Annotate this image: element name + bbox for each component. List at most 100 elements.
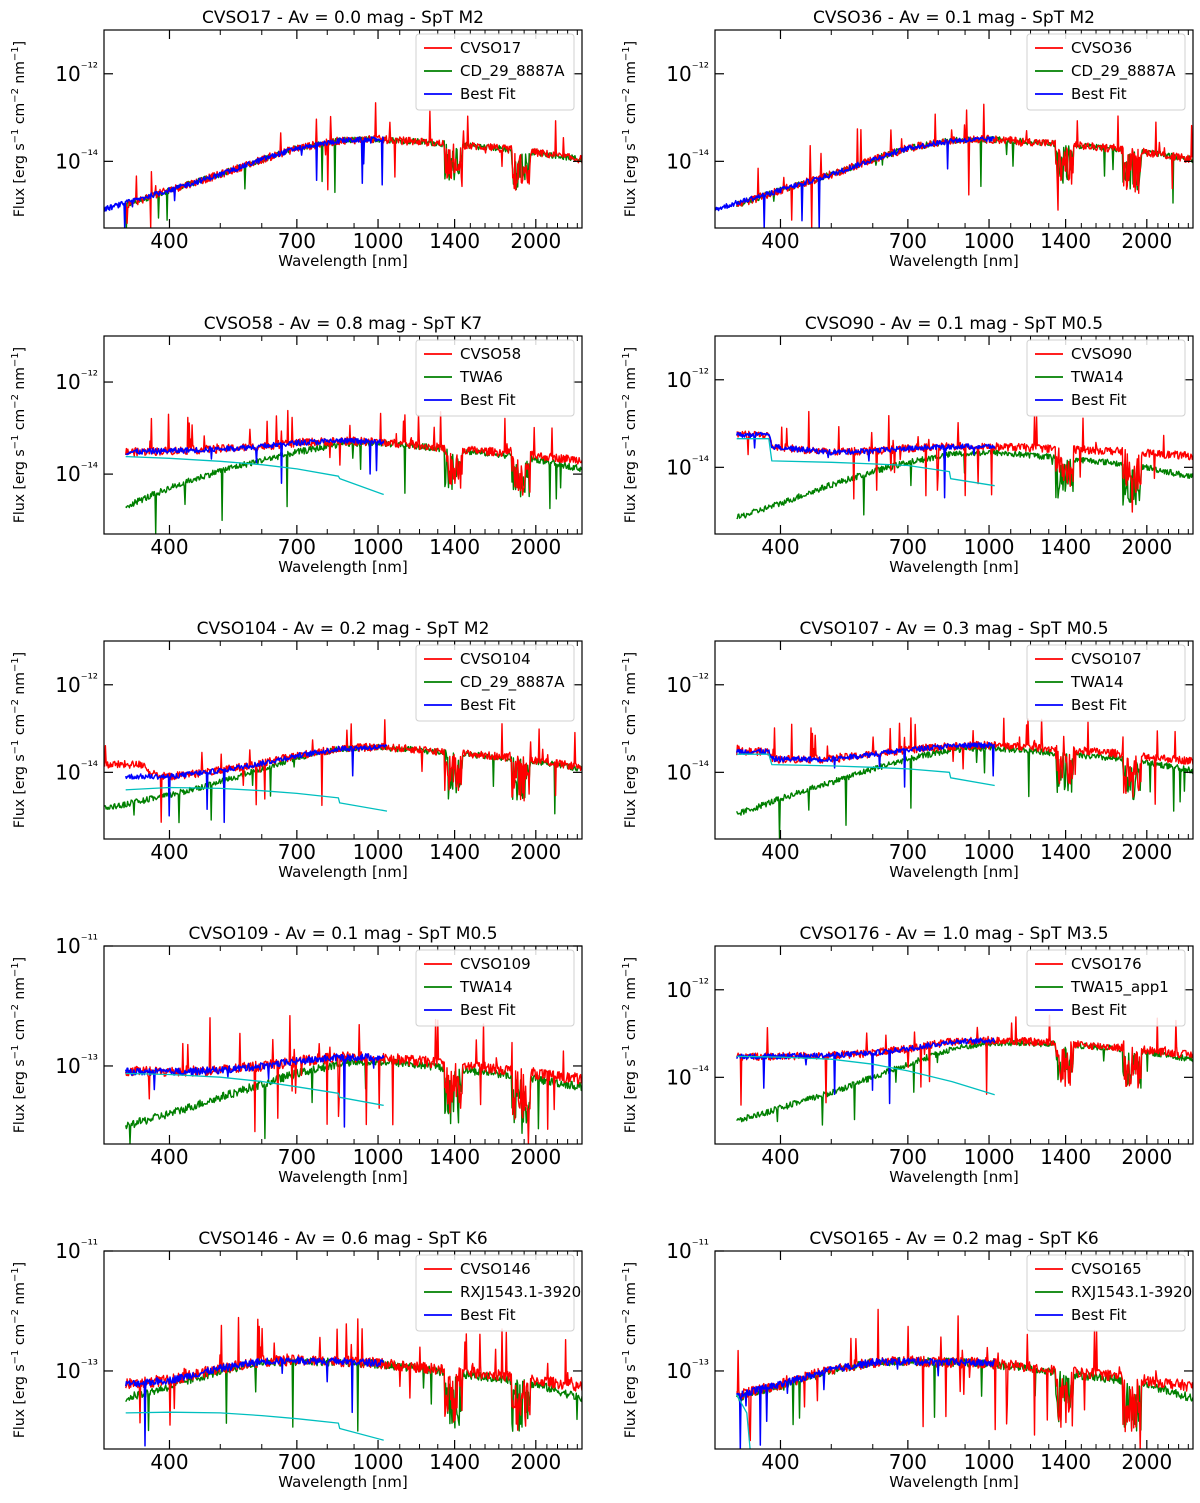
x-tick-label-400: 400 <box>761 229 799 253</box>
x-tick-label-2000: 2000 <box>1121 1450 1172 1474</box>
legend-label: Best Fit <box>460 696 516 714</box>
x-tick-label-1000: 1000 <box>964 1450 1015 1474</box>
y-tick-label-0: 10⁻¹² <box>55 61 98 86</box>
x-axis-label: Wavelength [nm] <box>278 1473 408 1491</box>
y-tick-label-0: 10⁻¹² <box>55 369 98 394</box>
legend-label: Best Fit <box>1071 85 1127 103</box>
series-line-best-fit <box>104 136 385 228</box>
legend: CVSO107 TWA14 Best Fit <box>1026 644 1186 722</box>
x-tick-label-1000: 1000 <box>964 535 1015 559</box>
panel-title: CVSO109 - Av = 0.1 mag - SpT M0.5 <box>188 924 497 944</box>
legend: CVSO58 TWA6 Best Fit <box>415 339 575 417</box>
axes-frame <box>714 29 1194 229</box>
y-tick-label-1: 10⁻¹³ <box>666 1358 709 1383</box>
legend: CVSO146 RXJ1543.1-3920 Best Fit <box>415 1254 581 1332</box>
x-tick-label-1400: 1400 <box>1040 1450 1091 1474</box>
x-tick-label-1400: 1400 <box>1040 229 1091 253</box>
x-tick-label-400: 400 <box>150 229 188 253</box>
legend-label: Best Fit <box>1071 1306 1127 1324</box>
y-tick-label-1: 10⁻¹⁴ <box>666 454 709 479</box>
x-axis-label: Wavelength [nm] <box>889 863 1019 881</box>
legend: CVSO165 RXJ1543.1-3920 Best Fit <box>1026 1254 1192 1332</box>
series-line-best-fit <box>735 431 996 499</box>
legend-label: CVSO104 <box>460 650 531 668</box>
y-axis-label: Flux [erg s−1 cm−2 nm−1] <box>621 957 639 1133</box>
series-line-slab-component <box>125 1411 384 1441</box>
y-axis-label: Flux [erg s−1 cm−2 nm−1] <box>621 652 639 828</box>
legend-label: CVSO90 <box>1071 345 1132 363</box>
spectrum-panel-1: 400 700 1000 1400 2000 10⁻¹² 10⁻¹⁴ CVSO17 - Av … <box>10 8 583 270</box>
series-line-best-fit <box>124 1356 384 1447</box>
series-line-slab-component <box>736 753 995 787</box>
y-tick-label-1: 10⁻¹⁴ <box>55 759 98 784</box>
x-tick-label-700: 700 <box>278 229 316 253</box>
legend-label: Best Fit <box>1071 696 1127 714</box>
legend-label: CVSO109 <box>460 955 531 973</box>
axes-frame <box>714 640 1194 840</box>
legend-label: TWA15_app1 <box>1070 978 1169 997</box>
x-axis-label: Wavelength [nm] <box>278 558 408 576</box>
legend-label: CD_29_8887A <box>460 62 565 81</box>
series-line-cvso109 <box>125 1015 582 1144</box>
series-line-best-fit <box>735 1357 996 1449</box>
panel-title: CVSO36 - Av = 0.1 mag - SpT M2 <box>813 8 1095 28</box>
legend: CVSO36 CD_29_8887A Best Fit <box>1026 33 1186 111</box>
spectrum-panel-7: 400 700 1000 1400 2000 10⁻¹¹ 10⁻¹³ CVSO109 - Av… <box>10 924 583 1186</box>
x-tick-label-400: 400 <box>761 840 799 864</box>
legend: CVSO176 TWA15_app1 Best Fit <box>1026 949 1186 1027</box>
y-tick-label-1: 10⁻¹⁴ <box>666 759 709 784</box>
x-tick-label-400: 400 <box>150 840 188 864</box>
x-tick-label-700: 700 <box>278 535 316 559</box>
legend-label: Best Fit <box>1071 391 1127 409</box>
x-tick-label-1000: 1000 <box>353 229 404 253</box>
legend-label: CD_29_8887A <box>1071 62 1176 81</box>
x-tick-label-700: 700 <box>278 840 316 864</box>
panel-title: CVSO165 - Av = 0.2 mag - SpT K6 <box>809 1229 1098 1249</box>
series-line-slab-component <box>736 1055 995 1096</box>
y-axis-label: Flux [erg s−1 cm−2 nm−1] <box>621 347 639 523</box>
x-axis-label: Wavelength [nm] <box>278 863 408 881</box>
x-tick-label-1000: 1000 <box>964 1145 1015 1169</box>
axes-frame <box>103 1250 583 1450</box>
series-line-twa6 <box>125 439 582 534</box>
y-tick-label-0: 10⁻¹¹ <box>55 1238 98 1263</box>
x-tick-label-2000: 2000 <box>510 1450 561 1474</box>
series-line-slab-component <box>736 1394 751 1449</box>
legend: CVSO90 TWA14 Best Fit <box>1026 339 1186 417</box>
y-tick-label-0: 10⁻¹¹ <box>55 933 98 958</box>
x-axis-label: Wavelength [nm] <box>278 1168 408 1186</box>
axes-frame <box>714 335 1194 535</box>
x-tick-label-1400: 1400 <box>429 535 480 559</box>
series-line-cvso17 <box>125 102 582 228</box>
y-tick-label-1: 10⁻¹³ <box>55 1053 98 1078</box>
x-tick-label-2000: 2000 <box>1121 1145 1172 1169</box>
y-tick-label-1: 10⁻¹⁴ <box>55 461 98 486</box>
x-tick-label-1400: 1400 <box>1040 535 1091 559</box>
y-axis-label: Flux [erg s−1 cm−2 nm−1] <box>621 1262 639 1438</box>
y-tick-label-1: 10⁻¹⁴ <box>666 1064 709 1089</box>
series-line-best-fit <box>736 1037 996 1105</box>
series-line-slab-component <box>125 455 384 496</box>
panel-title: CVSO176 - Av = 1.0 mag - SpT M3.5 <box>799 924 1108 944</box>
x-tick-label-700: 700 <box>889 229 927 253</box>
legend: CVSO104 CD_29_8887A Best Fit <box>415 644 575 722</box>
series-line-best-fit <box>124 1053 385 1128</box>
axes-frame <box>714 1250 1194 1450</box>
y-axis-label: Flux [erg s−1 cm−2 nm−1] <box>10 957 28 1133</box>
y-axis-label: Flux [erg s−1 cm−2 nm−1] <box>10 347 28 523</box>
x-tick-label-1400: 1400 <box>429 1145 480 1169</box>
x-tick-label-2000: 2000 <box>1121 535 1172 559</box>
spectrum-panel-2: 400 700 1000 1400 2000 10⁻¹² 10⁻¹⁴ CVSO36 - Av … <box>621 8 1194 270</box>
x-tick-label-400: 400 <box>761 1450 799 1474</box>
series-line-best-fit <box>125 437 385 484</box>
axes-frame <box>103 29 583 229</box>
panel-title: CVSO146 - Av = 0.6 mag - SpT K6 <box>198 1229 487 1249</box>
series-line-slab-component <box>125 786 388 812</box>
x-tick-label-700: 700 <box>278 1145 316 1169</box>
x-tick-label-1400: 1400 <box>429 229 480 253</box>
x-axis-label: Wavelength [nm] <box>889 1473 1019 1491</box>
series-line-cvso104 <box>104 719 582 823</box>
x-tick-label-700: 700 <box>278 1450 316 1474</box>
x-tick-label-1400: 1400 <box>429 1450 480 1474</box>
